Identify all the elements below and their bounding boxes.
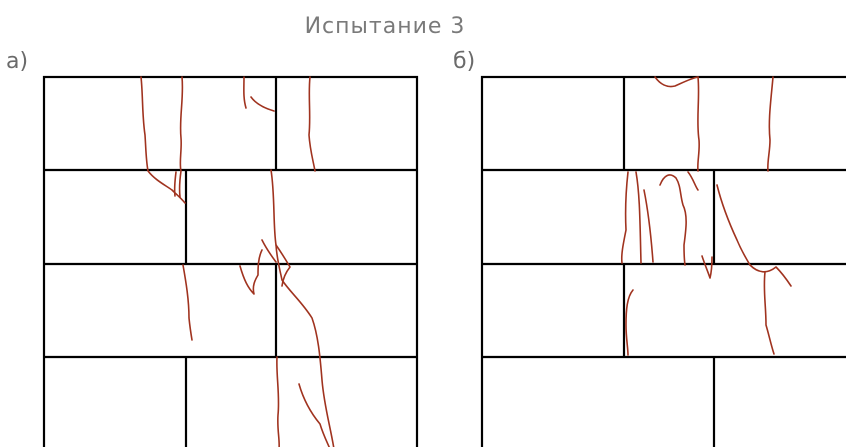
crack (239, 249, 263, 295)
crack (635, 171, 642, 264)
crack (763, 271, 775, 355)
crack (308, 76, 316, 172)
crack (140, 76, 186, 204)
panel-a-label: а) (6, 49, 28, 74)
panel-b-cracks (620, 76, 792, 356)
panel-b: б) (453, 49, 846, 447)
crack (701, 255, 713, 279)
crack (654, 76, 699, 88)
crack (173, 171, 177, 197)
panel-b-brickwork (480, 75, 846, 447)
crack (766, 76, 774, 172)
crack (620, 171, 629, 264)
crack (696, 76, 701, 172)
wall-outline (480, 75, 846, 447)
panel-b-label: б) (453, 49, 475, 74)
crack (275, 244, 291, 287)
panel-a-cracks (140, 76, 335, 447)
wall-outline (42, 75, 419, 447)
panel-a-brickwork (42, 75, 419, 447)
crack (250, 96, 275, 112)
crack (659, 174, 687, 266)
crack (182, 264, 193, 341)
crack (270, 169, 335, 447)
crack (749, 264, 792, 287)
crack (716, 184, 751, 266)
crack (178, 76, 184, 198)
crack (643, 189, 654, 263)
crack (625, 289, 634, 356)
diagram-title: Испытание 3 (305, 14, 466, 39)
crack (298, 383, 330, 447)
crack (276, 356, 281, 447)
crack (243, 76, 247, 109)
crack (261, 239, 277, 263)
panel-a: а) (6, 49, 419, 447)
crack (687, 171, 699, 191)
